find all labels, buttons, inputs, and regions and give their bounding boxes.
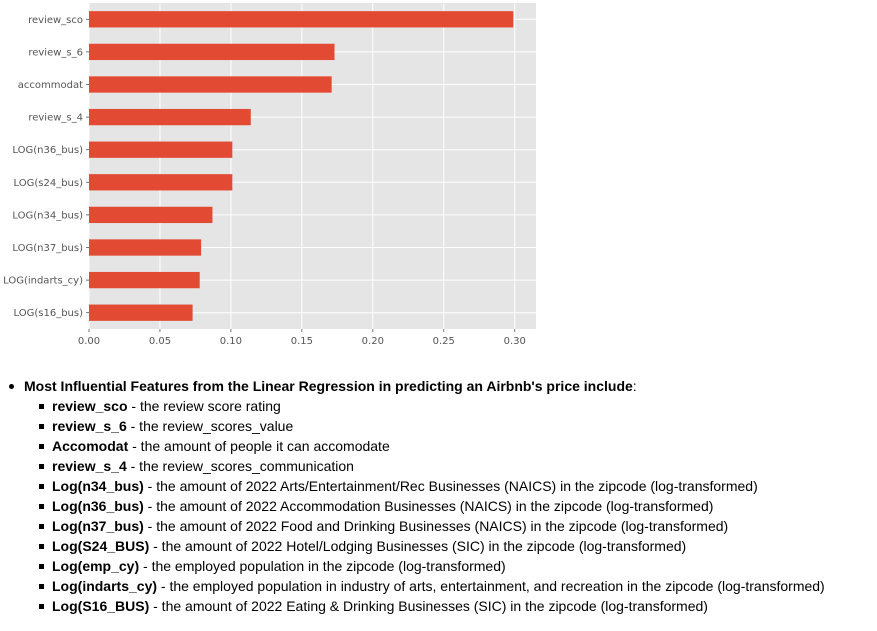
x-tick-label: 0.00	[78, 336, 100, 347]
feature-term: review_s_6	[52, 418, 127, 434]
feature-term: Log(S16_BUS)	[52, 598, 150, 614]
feature-term: review_s_4	[52, 458, 127, 474]
x-tick-label: 0.20	[362, 336, 384, 347]
bar	[89, 43, 335, 61]
feature-description: - the review score rating	[127, 398, 281, 414]
y-tick-label: LOG(n34_bus)	[12, 210, 83, 221]
feature-description: - the amount of 2022 Hotel/Lodging Busin…	[149, 538, 687, 554]
feature-term: Log(indarts_cy)	[52, 578, 158, 594]
feature-description: - the employed population in the zipcode…	[139, 558, 506, 574]
y-tick-label: LOG(n37_bus)	[12, 243, 83, 254]
bar	[89, 174, 233, 191]
feature-item: Log(indarts_cy) - the employed populatio…	[39, 576, 877, 596]
notes-list: Most Influential Features from the Linea…	[0, 376, 877, 616]
bar	[89, 11, 514, 28]
x-tick-label: 0.10	[220, 336, 242, 347]
feature-description: - the amount of 2022 Eating & Drinking B…	[149, 598, 708, 614]
feature-item: Accomodat - the amount of people it can …	[39, 436, 877, 456]
feature-item: Log(S16_BUS) - the amount of 2022 Eating…	[39, 596, 877, 616]
feature-term: review_sco	[52, 398, 128, 414]
x-tick-labels: 0.00 0.05 0.10 0.15 0.20 0.25 0.30	[78, 329, 526, 347]
feature-item: review_s_4 - the review_scores_communica…	[39, 456, 877, 476]
bar	[89, 76, 332, 93]
x-tick-label: 0.05	[149, 336, 171, 347]
feature-item: Log(emp_cy) - the employed population in…	[39, 556, 877, 576]
feature-description-list: review_sco - the review score rating revi…	[24, 396, 877, 616]
x-tick-label: 0.25	[433, 336, 455, 347]
feature-term: Log(n37_bus)	[52, 518, 144, 534]
y-tick-label: LOG(n36_bus)	[12, 145, 83, 156]
feature-description: - the amount of 2022 Food and Drinking B…	[143, 518, 729, 534]
y-tick-label: review_sco	[28, 15, 83, 26]
bars	[89, 11, 514, 321]
feature-description: - the review_scores_communication	[126, 458, 354, 474]
bar	[89, 304, 193, 321]
y-tick-labels: review_sco review_s_6 accommodat review_s_4…	[3, 15, 89, 319]
feature-term: Log(S24_BUS)	[52, 538, 150, 554]
notes-heading: Most Influential Features from the Linea…	[24, 378, 633, 394]
feature-item: Log(n36_bus) - the amount of 2022 Accomm…	[39, 496, 877, 516]
bar	[89, 108, 251, 126]
feature-term: Accomodat	[52, 438, 129, 454]
bar	[89, 239, 202, 256]
feature-description: - the amount of 2022 Arts/Entertainment/…	[143, 478, 758, 494]
feature-description: - the amount of people it can accomodate	[128, 438, 390, 454]
y-tick-label: review_s_6	[28, 47, 83, 58]
feature-term: Log(n34_bus)	[52, 478, 144, 494]
notes-heading-suffix: :	[632, 378, 637, 394]
feature-description: - the employed population in industry of…	[157, 578, 825, 594]
y-tick-label: LOG(s24_bus)	[14, 178, 84, 189]
notes-heading-item: Most Influential Features from the Linea…	[9, 376, 877, 616]
feature-item: review_sco - the review score rating	[39, 396, 877, 416]
feature-description: - the review_scores_value	[126, 418, 294, 434]
feature-notes: Most Influential Features from the Linea…	[0, 376, 877, 616]
y-tick-label: LOG(indarts_cy)	[3, 276, 83, 287]
y-tick-label: LOG(s16_bus)	[14, 308, 84, 319]
x-tick-label: 0.30	[504, 336, 526, 347]
feature-item: Log(n34_bus) - the amount of 2022 Arts/E…	[39, 476, 877, 496]
feature-importance-chart: review_sco review_s_6 accommodat review_s_4…	[3, 3, 536, 347]
bar	[89, 141, 233, 158]
feature-description: - the amount of 2022 Accommodation Busin…	[143, 498, 714, 514]
bar	[89, 206, 213, 224]
feature-term: Log(n36_bus)	[52, 498, 144, 514]
y-tick-label: review_s_4	[28, 113, 83, 124]
x-tick-label: 0.15	[291, 336, 313, 347]
y-tick-label: accommodat	[18, 80, 83, 91]
feature-item: review_s_6 - the review_scores_value	[39, 416, 877, 436]
bar	[89, 271, 200, 289]
feature-term: Log(emp_cy)	[52, 558, 140, 574]
feature-item: Log(n37_bus) - the amount of 2022 Food a…	[39, 516, 877, 536]
feature-item: Log(S24_BUS) - the amount of 2022 Hotel/…	[39, 536, 877, 556]
